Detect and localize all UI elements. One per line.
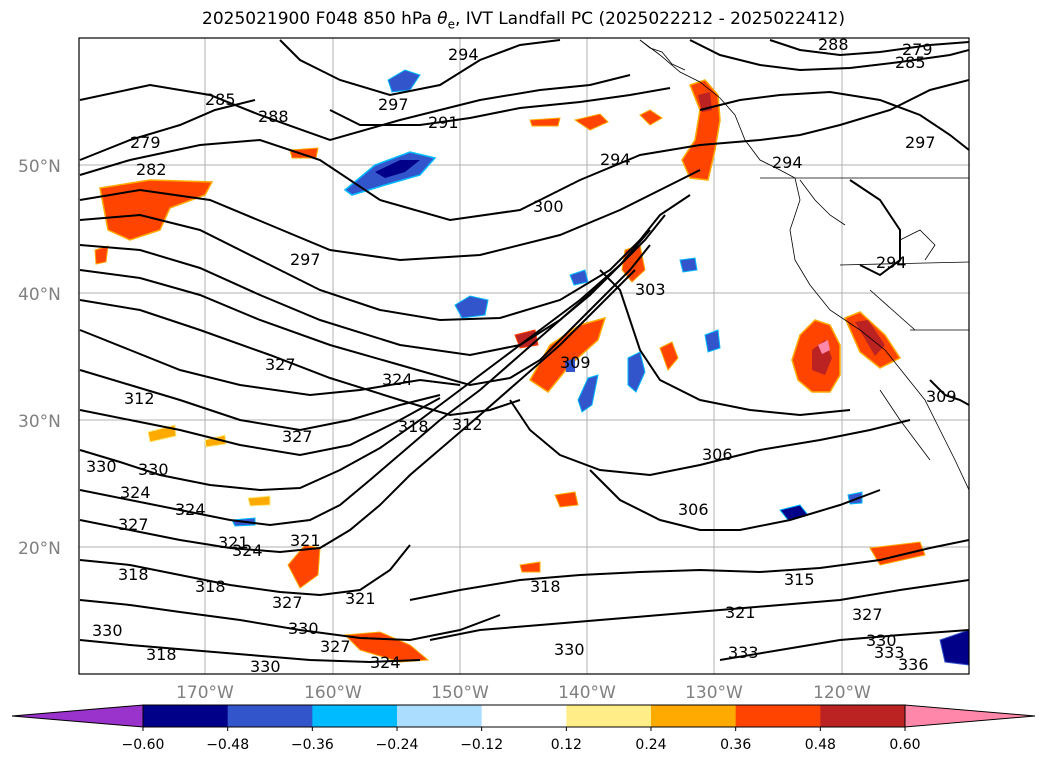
contour-label: 294: [772, 153, 803, 172]
colorbar-extend-high: [904, 704, 1036, 728]
contour-label: 279: [130, 133, 161, 152]
contour-label: 297: [905, 133, 936, 152]
contour-label: 318: [195, 577, 226, 596]
colorbar-segment: [735, 705, 821, 727]
contour-label: 330: [554, 640, 585, 659]
lat-label: 50°N: [18, 157, 61, 177]
contour-label: 291: [428, 113, 459, 132]
contour-label: 312: [124, 389, 155, 408]
colorbar-segment: [227, 705, 313, 727]
contour-label: 327: [320, 637, 351, 656]
colorbar-tick-label: −0.36: [291, 737, 334, 753]
contour-label: 330: [250, 657, 281, 676]
colorbar-segment: [820, 705, 906, 727]
contour-label: 324: [175, 500, 206, 519]
contour-label: 318: [530, 577, 561, 596]
contour-label: 327: [852, 605, 883, 624]
contour-label: 294: [600, 150, 631, 169]
contour-label: 330: [288, 619, 319, 638]
contour-label: 288: [818, 35, 849, 54]
contour-label: 300: [533, 197, 564, 216]
lon-label: 120°W: [813, 683, 871, 703]
contour-label: 324: [232, 541, 263, 560]
contour-label: 282: [136, 160, 167, 179]
contour-label: 327: [265, 355, 296, 374]
contour-label: 333: [728, 643, 759, 662]
map-frame: [78, 37, 970, 675]
colorbar-segment: [566, 705, 652, 727]
contour-label: 312: [452, 415, 483, 434]
contour-label: 297: [290, 250, 321, 269]
colorbar-segment: [481, 705, 567, 727]
colorbar-tick-label: 0.12: [551, 737, 582, 753]
contour-label: 288: [258, 107, 289, 126]
contour-label: 309: [926, 387, 957, 406]
lat-label: 30°N: [18, 412, 61, 432]
map-title: 2025021900 F048 850 hPa θe, IVT Landfall…: [202, 9, 845, 32]
lat-label: 20°N: [18, 539, 61, 559]
contour-label: 327: [272, 593, 303, 612]
contour-label: 336: [898, 655, 929, 674]
colorbar-segment: [143, 705, 229, 727]
contour-label: 324: [370, 653, 401, 672]
contour-label: 327: [118, 515, 149, 534]
colorbar-segment: [651, 705, 737, 727]
coastlines: [639, 39, 969, 491]
contour-label: 321: [218, 533, 249, 552]
contour-label: 330: [92, 621, 123, 640]
contour-label: 318: [118, 565, 149, 584]
contour-label: 324: [382, 370, 413, 389]
colorbar-tick-label: −0.24: [376, 737, 419, 753]
contour-label: 324: [120, 483, 151, 502]
lon-label: 160°W: [304, 683, 362, 703]
contour-label: 309: [560, 353, 591, 372]
contour-label: 285: [205, 90, 236, 109]
map-area: 294 297 291 285 288 279 282 288 279 285 …: [79, 35, 969, 676]
colorbar-border: [142, 704, 906, 728]
contour-label: 285: [895, 53, 926, 72]
colorbar-tick-label: 0.36: [720, 737, 751, 753]
lon-label: 130°W: [685, 683, 743, 703]
contour-label: 303: [635, 280, 666, 299]
colorbar-tick-label: 0.48: [805, 737, 836, 753]
colorbar-tick-label: −0.60: [122, 737, 165, 753]
contour-label: 333: [874, 643, 905, 662]
colorbar-tick-label: −0.48: [206, 737, 249, 753]
contour-label: 318: [398, 417, 429, 436]
colorbar-tick-label: −0.12: [460, 737, 503, 753]
contour-label: 318: [146, 645, 177, 664]
colorbar-extend-low: [11, 704, 144, 728]
contour-label: 330: [866, 631, 897, 650]
lat-label: 40°N: [18, 285, 61, 305]
colorbar: −0.60 −0.48 −0.36 −0.24 −0.12 0.12 0.24 0.36 0.4…: [11, 704, 1036, 753]
contour-label: 297: [378, 95, 409, 114]
contour-label: 279: [902, 40, 933, 59]
lon-label: 170°W: [176, 683, 234, 703]
lon-label: 150°W: [431, 683, 489, 703]
contour-label: 321: [345, 589, 376, 608]
contour-label: 321: [725, 603, 756, 622]
colorbar-segment: [397, 705, 483, 727]
contour-labels: 294 297 291 285 288 279 282 288 279 285 …: [86, 35, 957, 676]
contour-label: 294: [876, 253, 907, 272]
theta-e-contours: [79, 39, 969, 664]
contour-label: 321: [290, 531, 321, 550]
ivt-shading: [94, 69, 969, 666]
contour-label: 306: [678, 500, 709, 519]
contour-label: 330: [138, 460, 169, 479]
colorbar-tick-label: 0.60: [889, 737, 920, 753]
contour-label: 315: [784, 570, 815, 589]
colorbar-segment: [312, 705, 398, 727]
lon-label: 140°W: [558, 683, 616, 703]
contour-label: 330: [86, 457, 117, 476]
contour-label: 306: [702, 445, 733, 464]
contour-label: 327: [282, 427, 313, 446]
colorbar-tick-label: 0.24: [635, 737, 666, 753]
contour-label: 294: [448, 45, 479, 64]
